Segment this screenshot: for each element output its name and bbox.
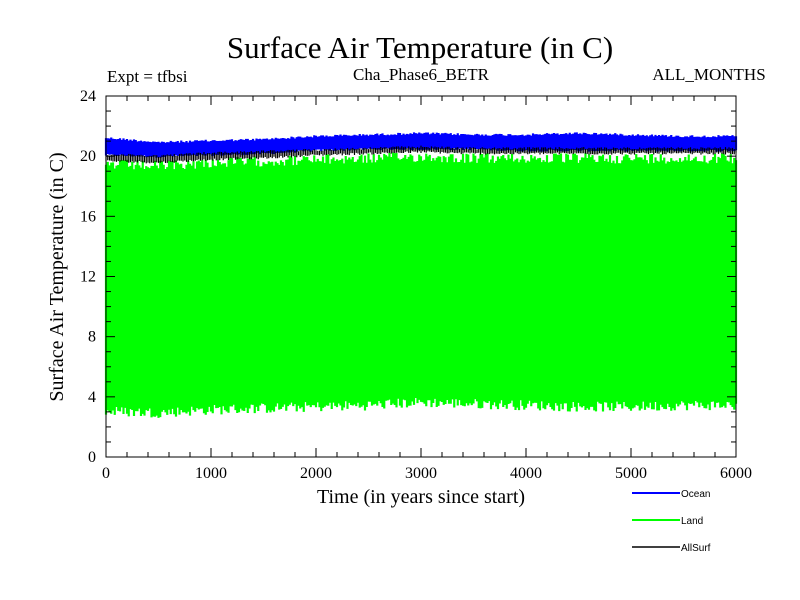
x-tick-label: 3000: [405, 465, 437, 482]
y-tick-label: 20: [80, 148, 96, 165]
y-tick-label: 8: [88, 329, 96, 346]
x-tick-label: 0: [102, 465, 110, 482]
legend-label-land: Land: [681, 516, 703, 527]
x-tick-label: 2000: [300, 465, 332, 482]
x-tick-label: 5000: [615, 465, 647, 482]
chart-subtitle-center: Cha_Phase6_BETR: [353, 65, 490, 84]
chart-subtitle-left: Expt = tfbsi: [107, 67, 188, 86]
legend-label-ocean: Ocean: [681, 489, 710, 500]
chart-subtitle-right: ALL_MONTHS: [652, 65, 765, 84]
y-tick-label: 12: [80, 269, 96, 286]
x-tick-label: 6000: [720, 465, 752, 482]
series-layer: [104, 132, 738, 418]
series-land: [104, 152, 738, 418]
y-axis-label: Surface Air Temperature (in C): [46, 152, 68, 401]
legend-label-allsurf: AllSurf: [681, 543, 711, 554]
x-axis-label: Time (in years since start): [317, 486, 525, 508]
legend: Ocean Land AllSurf: [632, 489, 711, 554]
x-tick-label: 1000: [195, 465, 227, 482]
chart-title: Surface Air Temperature (in C): [227, 30, 613, 65]
y-tick-label: 16: [80, 208, 96, 225]
y-tick-label: 24: [80, 88, 96, 105]
ticks-layer: 0 1000 2000 3000 4000 5000 6000 0 4 8 12 16 20 24: [80, 88, 752, 482]
y-tick-label: 4: [88, 389, 96, 406]
y-tick-label: 0: [88, 449, 96, 466]
x-tick-label: 4000: [510, 465, 542, 482]
